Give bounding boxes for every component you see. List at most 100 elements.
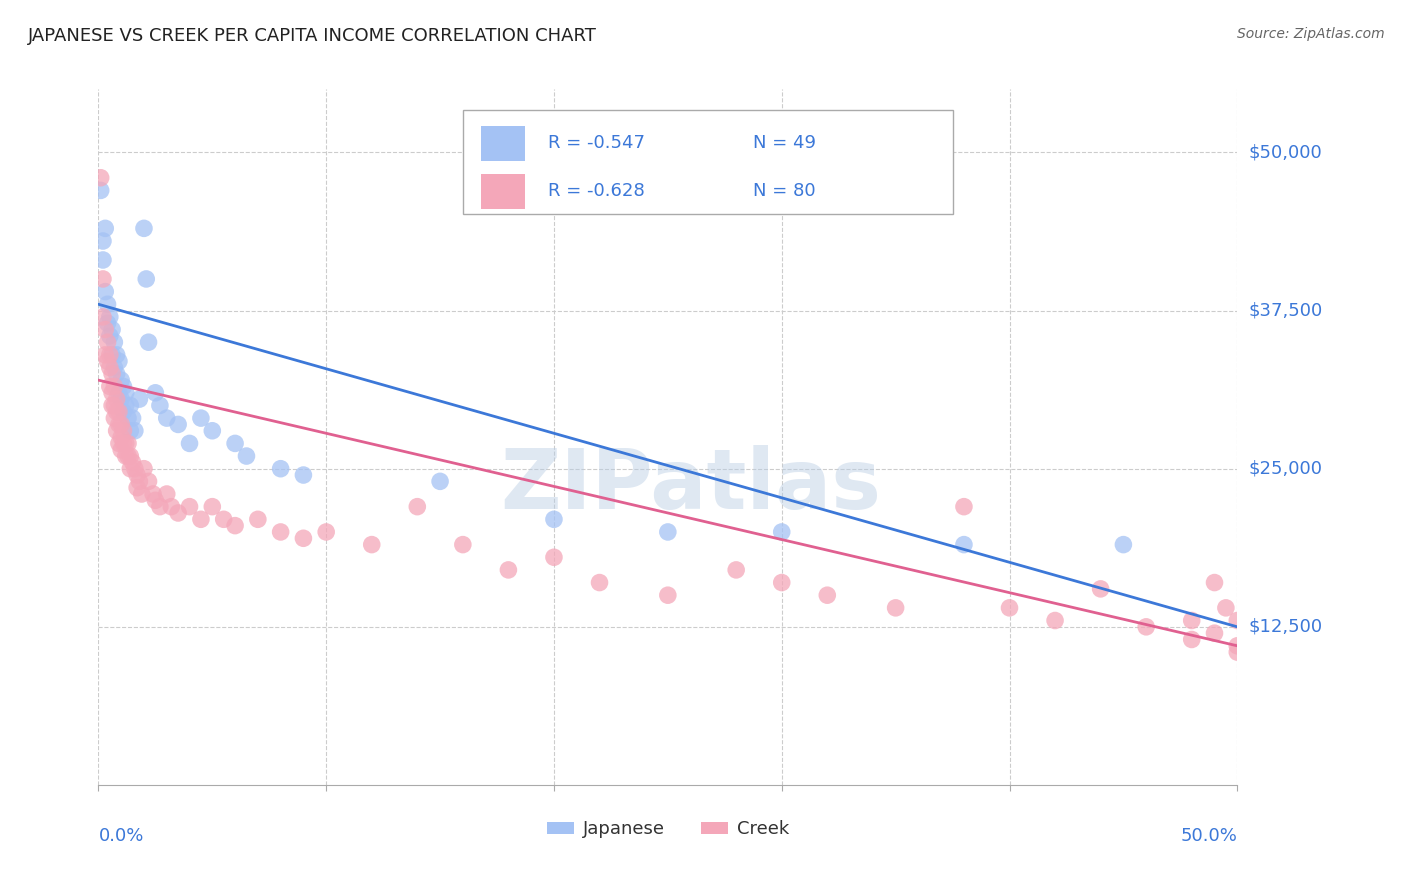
Point xyxy=(131,487,153,501)
Point xyxy=(94,348,117,362)
Point xyxy=(998,600,1021,615)
Point xyxy=(406,500,429,514)
Point xyxy=(1090,582,1112,596)
Point xyxy=(770,524,793,539)
Point xyxy=(110,417,132,432)
Point xyxy=(91,252,114,267)
Text: JAPANESE VS CREEK PER CAPITA INCOME CORRELATION CHART: JAPANESE VS CREEK PER CAPITA INCOME CORR… xyxy=(28,27,598,45)
Point xyxy=(91,310,114,324)
Text: ZIPatlas: ZIPatlas xyxy=(501,445,882,526)
Point xyxy=(120,461,142,475)
Point xyxy=(132,461,155,475)
Point xyxy=(725,563,748,577)
Point xyxy=(246,512,269,526)
Point xyxy=(142,487,165,501)
Point xyxy=(110,430,132,444)
Point xyxy=(179,436,201,450)
Point xyxy=(114,436,136,450)
Point xyxy=(138,475,160,489)
Point xyxy=(108,354,131,368)
Point xyxy=(121,455,143,469)
Point xyxy=(884,600,907,615)
Point xyxy=(110,373,132,387)
Point xyxy=(94,221,117,235)
Point xyxy=(90,183,112,197)
Point xyxy=(224,436,246,450)
Point xyxy=(451,538,474,552)
Point xyxy=(224,518,246,533)
Point xyxy=(429,475,451,489)
Point xyxy=(117,436,139,450)
Point xyxy=(235,449,257,463)
Point xyxy=(815,588,838,602)
Point xyxy=(201,500,224,514)
Point xyxy=(94,285,117,299)
Point xyxy=(156,411,179,425)
Point xyxy=(103,399,125,413)
Point xyxy=(101,367,124,381)
Point xyxy=(112,405,135,419)
Point xyxy=(149,399,172,413)
Point xyxy=(96,354,118,368)
Point xyxy=(101,348,124,362)
Point xyxy=(103,335,125,350)
Point xyxy=(145,493,167,508)
Point xyxy=(167,506,190,520)
Point xyxy=(108,436,131,450)
Point xyxy=(160,500,183,514)
Text: R = -0.628: R = -0.628 xyxy=(548,183,645,201)
Point xyxy=(657,524,679,539)
Point xyxy=(1226,614,1249,628)
Point xyxy=(101,399,124,413)
Point xyxy=(167,417,190,432)
Point xyxy=(1204,626,1226,640)
Point xyxy=(543,512,565,526)
Point xyxy=(128,392,150,406)
Legend: Japanese, Creek: Japanese, Creek xyxy=(540,814,796,846)
Point xyxy=(292,468,315,483)
FancyBboxPatch shape xyxy=(481,175,526,209)
Point xyxy=(179,500,201,514)
Point xyxy=(770,575,793,590)
Point xyxy=(105,405,128,419)
Point xyxy=(91,272,114,286)
Point xyxy=(1112,538,1135,552)
Point xyxy=(101,385,124,400)
Point xyxy=(96,335,118,350)
Point xyxy=(112,379,135,393)
FancyBboxPatch shape xyxy=(463,110,953,214)
Point xyxy=(543,550,565,565)
Point xyxy=(315,524,337,539)
Point xyxy=(498,563,520,577)
Text: $37,500: $37,500 xyxy=(1249,301,1323,319)
Text: Source: ZipAtlas.com: Source: ZipAtlas.com xyxy=(1237,27,1385,41)
Point xyxy=(1181,632,1204,647)
Point xyxy=(105,348,128,362)
Text: 50.0%: 50.0% xyxy=(1181,827,1237,845)
Text: N = 49: N = 49 xyxy=(754,135,817,153)
Point xyxy=(360,538,382,552)
Point xyxy=(120,399,142,413)
Point xyxy=(108,417,131,432)
Point xyxy=(1226,645,1249,659)
Text: 0.0%: 0.0% xyxy=(98,827,143,845)
Point xyxy=(108,385,131,400)
Point xyxy=(1135,620,1157,634)
Point xyxy=(292,531,315,545)
Point xyxy=(953,538,976,552)
Point xyxy=(270,461,292,475)
Text: R = -0.547: R = -0.547 xyxy=(548,135,645,153)
Point xyxy=(117,449,139,463)
Point xyxy=(96,297,118,311)
Point xyxy=(190,411,212,425)
Point xyxy=(120,424,142,438)
Point xyxy=(105,367,128,381)
Point xyxy=(120,449,142,463)
Point xyxy=(103,379,125,393)
Point xyxy=(156,487,179,501)
Point xyxy=(98,310,121,324)
Point xyxy=(588,575,610,590)
Point xyxy=(96,316,118,330)
Point xyxy=(91,234,114,248)
Text: $12,500: $12,500 xyxy=(1249,618,1323,636)
